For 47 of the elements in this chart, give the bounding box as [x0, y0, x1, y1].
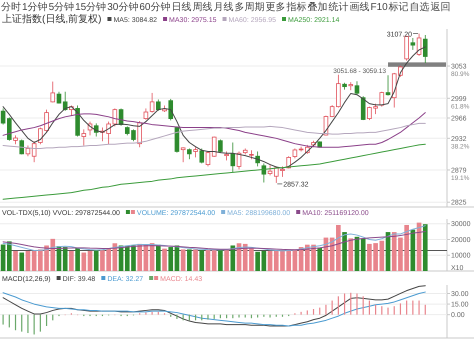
bar — [422, 224, 428, 271]
bar — [386, 232, 390, 271]
bar — [75, 248, 80, 271]
text: 返回 — [430, 1, 451, 13]
text: 分时 — [1, 1, 21, 13]
chart-title: 上证指数(日线,前复权) — [2, 13, 102, 25]
line-series — [2, 225, 426, 252]
bar — [416, 222, 422, 271]
bar — [367, 244, 372, 271]
bar — [162, 248, 167, 271]
line-series — [2, 230, 426, 250]
text: 周线 — [192, 1, 212, 13]
bar — [218, 250, 223, 271]
line-series — [2, 292, 426, 326]
text: 1分钟 — [22, 1, 48, 13]
bar — [19, 252, 24, 271]
text: 统计 — [328, 1, 348, 13]
text: 60分钟 — [139, 1, 170, 13]
line-series — [2, 285, 426, 326]
text: 5分钟 — [48, 1, 74, 13]
bar — [410, 230, 416, 271]
bar — [224, 250, 229, 271]
text: F10 — [370, 2, 388, 13]
text: 叠加 — [308, 1, 328, 13]
bar — [348, 238, 354, 271]
text: 自选 — [410, 1, 430, 13]
text: 多周期 — [234, 1, 264, 13]
bar — [187, 249, 192, 271]
bar — [342, 232, 347, 271]
bar — [69, 250, 74, 271]
bar — [180, 249, 186, 271]
bar — [199, 250, 204, 271]
text: 15分钟 — [75, 1, 106, 13]
bar — [156, 244, 161, 271]
text: 30分钟 — [107, 1, 138, 13]
bar — [150, 243, 154, 271]
text: 更多 — [266, 1, 286, 13]
bar — [317, 248, 322, 271]
text: 标记 — [388, 1, 409, 13]
bar — [193, 249, 198, 271]
text: 月线 — [214, 1, 234, 13]
bar — [13, 250, 18, 271]
text: 指标 — [286, 1, 306, 13]
text: 日线 — [172, 1, 192, 13]
bar — [94, 250, 99, 271]
text: 画线 — [350, 1, 370, 13]
bar — [230, 245, 236, 271]
